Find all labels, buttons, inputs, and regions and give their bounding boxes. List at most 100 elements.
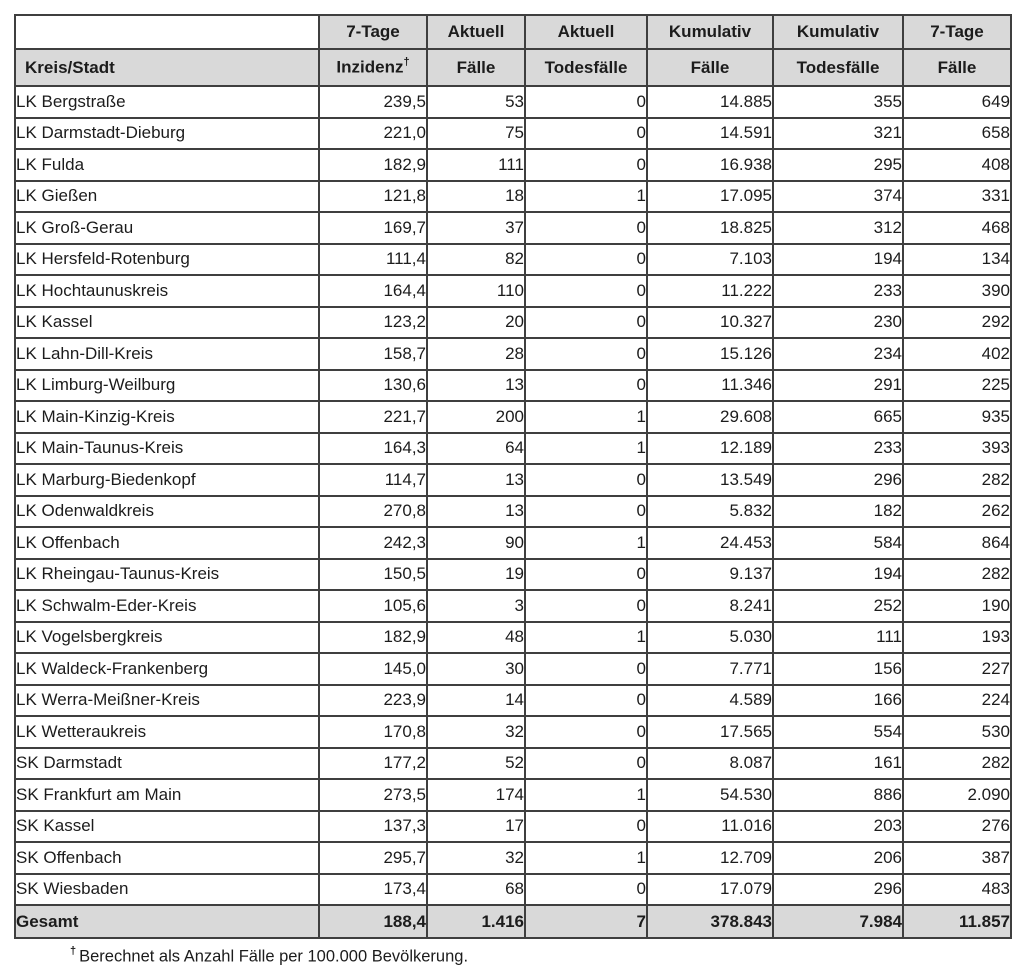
column-header-kumulativ-todesfaelle: Todesfälle — [772, 48, 904, 87]
row-value-cell: 68 — [426, 872, 526, 906]
row-value-cell: 1 — [524, 620, 648, 654]
row-name-cell: LK Bergstraße — [14, 85, 320, 119]
row-value-cell: 177,2 — [318, 746, 428, 780]
row-value-cell: 137,3 — [318, 809, 428, 843]
row-name-cell: SK Kassel — [14, 809, 320, 843]
row-value-cell: 37 — [426, 211, 526, 245]
row-value-cell: 12.189 — [646, 431, 774, 465]
row-value-cell: 11.016 — [646, 809, 774, 843]
row-value-cell: 18 — [426, 179, 526, 213]
row-value-cell: 295 — [772, 148, 904, 182]
row-value-cell: 225 — [902, 368, 1012, 402]
row-value-cell: 145,0 — [318, 652, 428, 686]
row-value-cell: 0 — [524, 148, 648, 182]
row-value-cell: 17.095 — [646, 179, 774, 213]
row-value-cell: 239,5 — [318, 85, 428, 119]
corner-spacer — [14, 14, 320, 50]
table-row: LK Darmstadt-Dieburg 221,0 75 0 14.591 321 658 — [14, 116, 1012, 150]
footnote-text: Berechnet als Anzahl Fälle per 100.000 B… — [79, 947, 469, 966]
row-value-cell: 221,0 — [318, 116, 428, 150]
row-name-cell: LK Main-Taunus-Kreis — [14, 431, 320, 465]
row-value-cell: 233 — [772, 274, 904, 308]
row-name-cell: LK Lahn-Dill-Kreis — [14, 337, 320, 371]
covid-stats-table: 7-Tage Aktuell Aktuell Kumulativ Kumulat… — [14, 14, 1012, 939]
row-value-cell: 32 — [426, 841, 526, 875]
row-name-cell: SK Offenbach — [14, 841, 320, 875]
footnote: † Berechnet als Anzahl Fälle per 100.000 … — [70, 945, 1012, 967]
table-row: LK Bergstraße 239,5 53 0 14.885 355 649 — [14, 85, 1012, 119]
row-value-cell: 29.608 — [646, 400, 774, 434]
row-value-cell: 14 — [426, 683, 526, 717]
column-header-7-tage-faelle: Fälle — [902, 48, 1012, 87]
row-value-cell: 17.079 — [646, 872, 774, 906]
table-row: LK Rheingau-Taunus-Kreis 150,5 19 0 9.137 194… — [14, 557, 1012, 591]
row-value-cell: 13 — [426, 463, 526, 497]
row-name-cell: SK Wiesbaden — [14, 872, 320, 906]
row-value-cell: 166 — [772, 683, 904, 717]
row-value-cell: 64 — [426, 431, 526, 465]
row-value-cell: 17.565 — [646, 715, 774, 749]
row-name-cell: LK Groß-Gerau — [14, 211, 320, 245]
row-value-cell: 864 — [902, 526, 1012, 560]
row-value-cell: 8.087 — [646, 746, 774, 780]
row-value-cell: 0 — [524, 463, 648, 497]
row-value-cell: 935 — [902, 400, 1012, 434]
row-name-cell: LK Offenbach — [14, 526, 320, 560]
row-value-cell: 270,8 — [318, 494, 428, 528]
table-row: LK Vogelsbergkreis 182,9 48 1 5.030 111 193 — [14, 620, 1012, 654]
total-inzidenz: 188,4 — [318, 904, 428, 939]
row-value-cell: 19 — [426, 557, 526, 591]
row-value-cell: 0 — [524, 211, 648, 245]
row-value-cell: 408 — [902, 148, 1012, 182]
row-value-cell: 282 — [902, 746, 1012, 780]
row-value-cell: 54.530 — [646, 778, 774, 812]
row-value-cell: 161 — [772, 746, 904, 780]
table-row: LK Werra-Meißner-Kreis 223,9 14 0 4.589 166 22… — [14, 683, 1012, 717]
row-value-cell: 105,6 — [318, 589, 428, 623]
row-value-cell: 242,3 — [318, 526, 428, 560]
row-value-cell: 252 — [772, 589, 904, 623]
row-value-cell: 0 — [524, 242, 648, 276]
row-name-cell: SK Darmstadt — [14, 746, 320, 780]
table-row: LK Main-Taunus-Kreis 164,3 64 1 12.189 233 393 — [14, 431, 1012, 465]
total-label: Gesamt — [14, 904, 320, 939]
total-row: Gesamt 188,4 1.416 7 378.843 7.984 11.85… — [14, 904, 1012, 939]
row-value-cell: 665 — [772, 400, 904, 434]
row-value-cell: 82 — [426, 242, 526, 276]
row-value-cell: 123,2 — [318, 305, 428, 339]
row-value-cell: 14.591 — [646, 116, 774, 150]
row-value-cell: 164,4 — [318, 274, 428, 308]
row-value-cell: 13.549 — [646, 463, 774, 497]
column-header-aktuell-todesfaelle: Todesfälle — [524, 48, 648, 87]
row-value-cell: 164,3 — [318, 431, 428, 465]
row-value-cell: 374 — [772, 179, 904, 213]
row-name-cell: LK Kassel — [14, 305, 320, 339]
row-value-cell: 0 — [524, 494, 648, 528]
table-row: LK Fulda 182,9 111 0 16.938 295 408 — [14, 148, 1012, 182]
row-value-cell: 393 — [902, 431, 1012, 465]
row-value-cell: 11.222 — [646, 274, 774, 308]
row-value-cell: 296 — [772, 463, 904, 497]
row-name-cell: LK Hersfeld-Rotenburg — [14, 242, 320, 276]
table-row: LK Limburg-Weilburg 130,6 13 0 11.346 291 225 — [14, 368, 1012, 402]
row-value-cell: 110 — [426, 274, 526, 308]
footnote-dagger-marker: † — [70, 945, 77, 957]
group-header-kumulativ-1: Kumulativ — [646, 14, 774, 50]
row-value-cell: 227 — [902, 652, 1012, 686]
row-value-cell: 0 — [524, 274, 648, 308]
row-value-cell: 0 — [524, 368, 648, 402]
row-value-cell: 4.589 — [646, 683, 774, 717]
row-name-cell: LK Vogelsbergkreis — [14, 620, 320, 654]
group-header-7-tage-2: 7-Tage — [902, 14, 1012, 50]
row-value-cell: 7.771 — [646, 652, 774, 686]
row-name-cell: LK Werra-Meißner-Kreis — [14, 683, 320, 717]
table-row: SK Frankfurt am Main 273,5 174 1 54.530 886 2.… — [14, 778, 1012, 812]
row-value-cell: 0 — [524, 85, 648, 119]
group-header-7-tage-1: 7-Tage — [318, 14, 428, 50]
row-value-cell: 193 — [902, 620, 1012, 654]
row-value-cell: 0 — [524, 305, 648, 339]
row-name-cell: LK Wetteraukreis — [14, 715, 320, 749]
column-header-aktuell-faelle: Fälle — [426, 48, 526, 87]
row-value-cell: 291 — [772, 368, 904, 402]
row-value-cell: 18.825 — [646, 211, 774, 245]
